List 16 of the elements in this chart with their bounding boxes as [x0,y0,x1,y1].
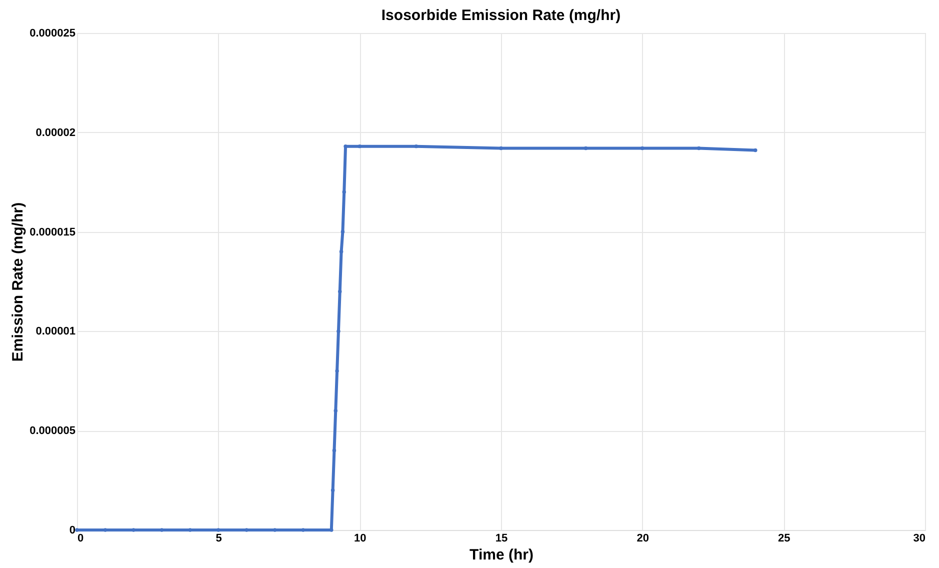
x-tick-label: 25 [778,532,790,544]
x-tick-label: 5 [216,532,222,544]
y-tick-label: 0.00001 [36,326,76,338]
x-axis-title: Time (hr) [470,546,534,564]
chart-title: Isosorbide Emission Rate (mg/hr) [381,7,621,24]
y-tick-label: 0.00002 [36,126,76,139]
y-tick-label: 0.000025 [30,28,76,40]
y-tick-label: 0.000005 [30,425,76,438]
x-tick-label: 10 [354,532,366,544]
y-axis-title: Emission Rate (mg/hr) [10,202,27,362]
y-tick-label: 0 [69,524,76,536]
x-tick-label: 20 [636,532,649,544]
x-tick-label: 0 [78,532,84,544]
x-tick-label: 30 [913,532,926,544]
y-tick-label: 0.000015 [30,226,76,238]
x-tick-label: 15 [495,532,508,544]
